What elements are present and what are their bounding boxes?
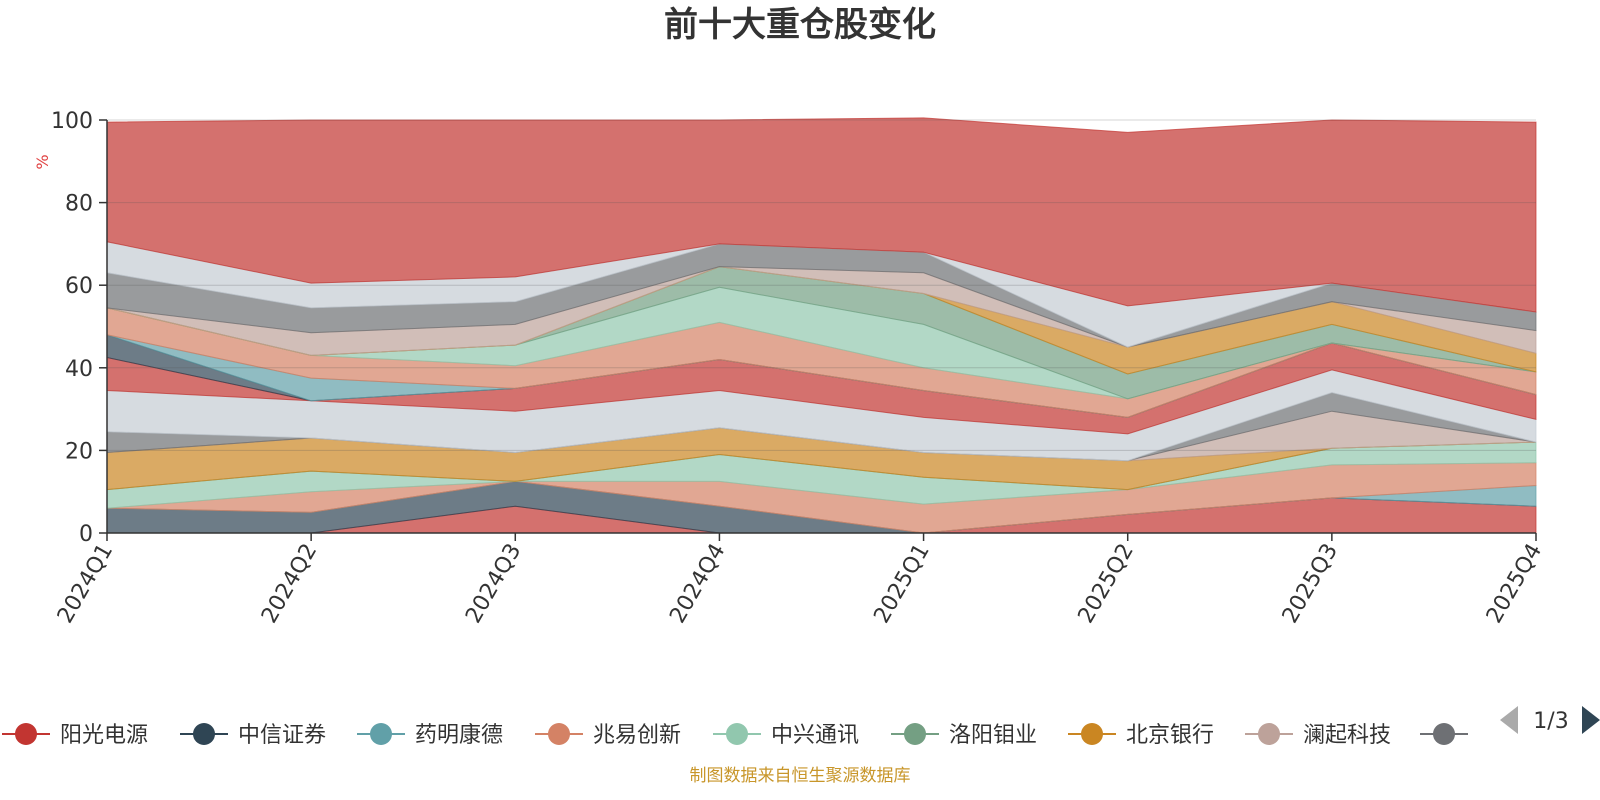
x-tick-label-2024Q4: 2024Q4 [665,540,730,628]
y-axis-tick-labels: 0 20 40 60 80 100 [51,109,93,547]
legend-label-3: 兆易创新 [593,723,681,748]
x-tick-label-2025Q1: 2025Q1 [869,540,934,628]
legend-marker-0 [15,723,37,745]
y-axis-unit-label: % [33,154,52,169]
triangle-right-icon[interactable] [1582,706,1600,734]
legend-marker-2 [370,723,392,745]
legend-label-7: 澜起科技 [1303,723,1391,748]
triangle-left-icon[interactable] [1500,706,1518,734]
y-tick-label-100: 100 [51,109,93,134]
x-tick-label-2024Q1: 2024Q1 [53,540,118,628]
legend-item-6[interactable]: 北京银行 [1068,723,1214,748]
legend-label-1: 中信证券 [238,723,326,748]
x-tick-label-2024Q2: 2024Q2 [257,540,322,628]
area-series-20 [106,117,1537,313]
legend: 阳光电源 中信证券 药明康德 兆易创新 中兴通讯 洛阳钼业 北京银行 澜起科技 宁德时代 [2,723,1566,748]
legend-marker-6 [1081,723,1103,745]
legend-label-5: 洛阳钼业 [949,723,1037,748]
legend-item-2[interactable]: 药明康德 [357,723,503,748]
legend-label-4: 中兴通讯 [771,723,859,748]
legend-marker-5 [904,723,926,745]
legend-item-1[interactable]: 中信证券 [180,723,326,748]
x-tick-label-2024Q3: 2024Q3 [461,540,526,628]
x-tick-label-2025Q3: 2025Q3 [1278,540,1343,628]
gridlines [107,119,1536,451]
legend-item-7[interactable]: 澜起科技 [1245,723,1391,748]
y-tick-label-40: 40 [65,357,93,382]
axes [99,119,1537,541]
x-tick-label-2025Q2: 2025Q2 [1074,540,1139,628]
area-layers [106,117,1537,534]
legend-label-6: 北京银行 [1126,723,1214,748]
legend-item-5[interactable]: 洛阳钼业 [891,723,1037,748]
y-tick-label-80: 80 [65,192,93,217]
x-tick-label-2025Q4: 2025Q4 [1482,540,1547,628]
legend-marker-8 [1433,723,1455,745]
data-source-footer: 制图数据来自恒生聚源数据库 [690,766,911,786]
legend-label-2: 药明康德 [415,723,503,748]
x-axis-tick-labels: 2024Q1 2024Q2 2024Q3 2024Q4 2025Q1 2025Q2 2025… [53,540,1547,628]
legend-marker-7 [1258,723,1280,745]
y-tick-label-20: 20 [65,439,93,464]
legend-marker-4 [726,723,748,745]
legend-item-8[interactable]: 宁德时代 [1420,723,1566,748]
y-tick-label-0: 0 [79,522,93,547]
legend-item-4[interactable]: 中兴通讯 [713,723,859,748]
legend-marker-3 [548,723,570,745]
legend-marker-1 [193,723,215,745]
y-tick-label-60: 60 [65,274,93,299]
legend-item-0[interactable]: 阳光电源 [2,723,148,748]
legend-item-3[interactable]: 兆易创新 [535,723,681,748]
chart-title: 前十大重仓股变化 [664,5,936,45]
legend-page-indicator: 1/3 [1533,709,1568,734]
legend-pager: 1/3 [1500,706,1600,734]
legend-label-0: 阳光电源 [60,723,148,748]
